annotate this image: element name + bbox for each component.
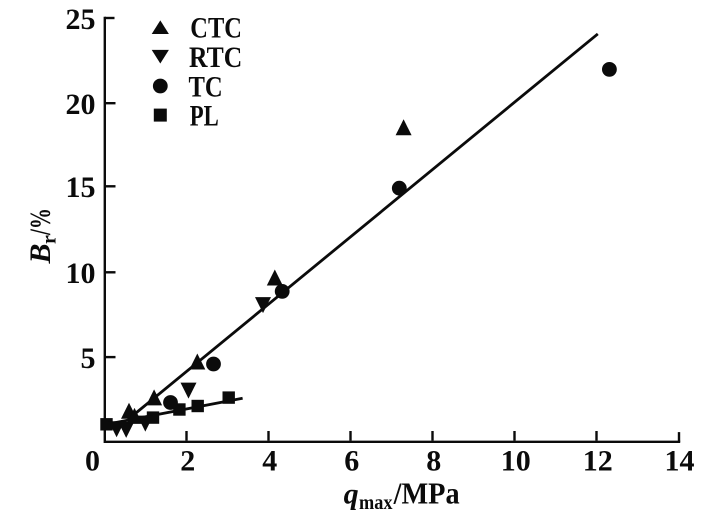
svg-text:20: 20 [66,88,96,121]
svg-text:14: 14 [665,445,695,478]
svg-text:5: 5 [81,342,96,375]
svg-text:25: 25 [66,3,96,36]
svg-text:r: r [39,235,61,244]
svg-text:8: 8 [426,445,441,478]
svg-text:/MPa: /MPa [393,476,460,511]
svg-text:10: 10 [66,257,96,290]
svg-text:PL: PL [190,99,219,132]
svg-text:0: 0 [85,445,100,478]
svg-text:12: 12 [583,445,613,478]
svg-text:max: max [359,490,393,514]
svg-text:4: 4 [262,445,277,478]
svg-text:B: B [24,243,57,264]
svg-text:RTC: RTC [189,41,242,74]
svg-text:6: 6 [344,445,359,478]
svg-text:10: 10 [501,445,531,478]
svg-text:15: 15 [66,171,96,204]
svg-text:q: q [344,478,359,511]
svg-text:/%: /% [24,208,57,236]
svg-text:2: 2 [180,445,195,478]
svg-text:TC: TC [189,70,223,103]
svg-text:CTC: CTC [190,11,242,44]
